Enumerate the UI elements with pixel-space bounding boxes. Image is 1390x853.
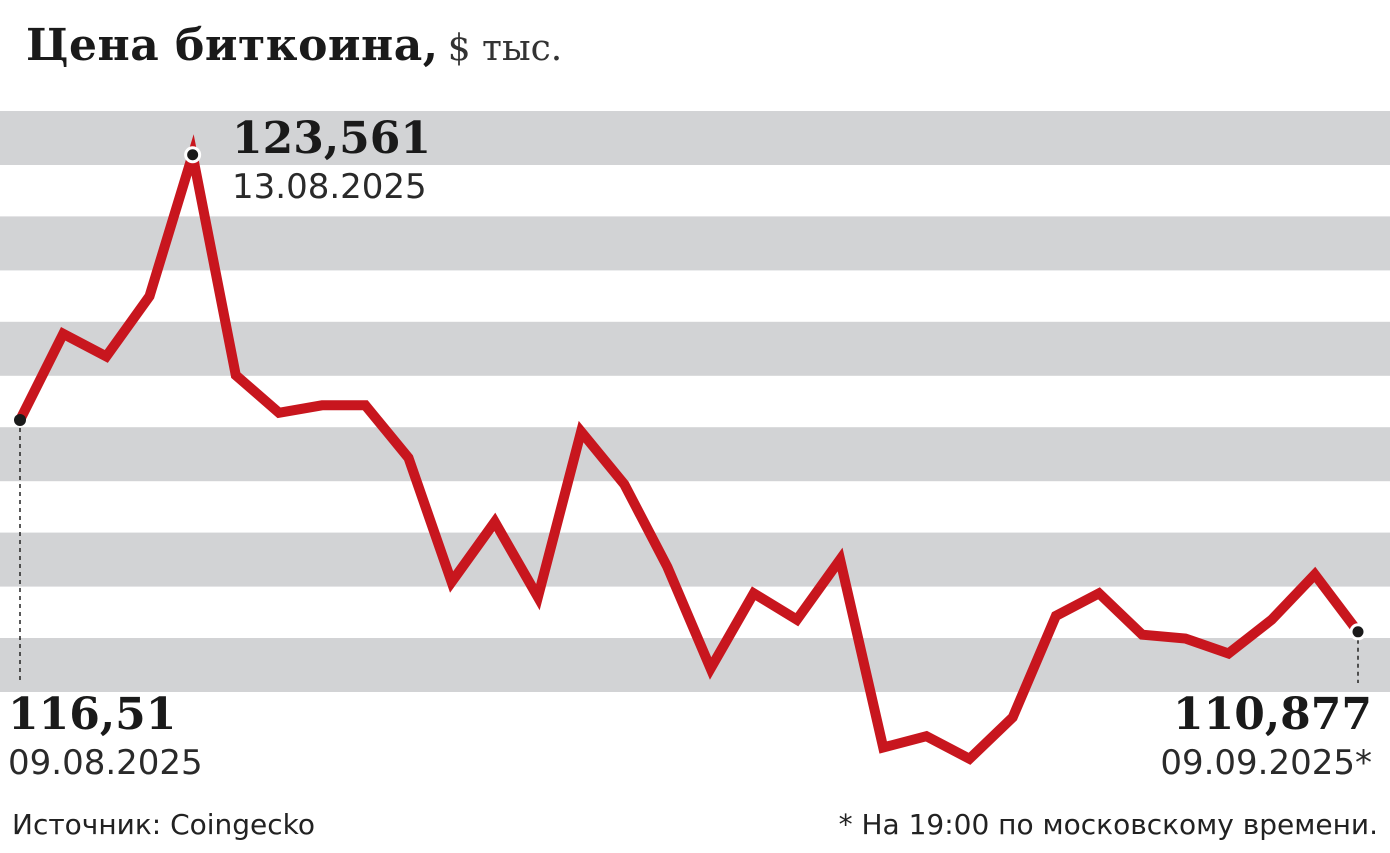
start-annotation: 116,51 09.08.2025 [8, 689, 203, 784]
chart-title: Цена биткоина, [26, 20, 439, 71]
start-value-label: 116,51 [8, 689, 177, 740]
background-band [0, 638, 1390, 692]
start-point-marker [14, 413, 26, 426]
end-value-label: 110,877 [1172, 689, 1372, 740]
end-annotation: 110,877 09.09.2025* [1160, 689, 1372, 784]
background-band [0, 321, 1390, 376]
price-series-line [15, 134, 1363, 765]
peak-annotation: 123,561 13.08.2025 [232, 113, 432, 208]
peak-value-label: 123,561 [232, 113, 432, 164]
end-point-marker [1349, 623, 1367, 641]
start-date-label: 09.08.2025 [8, 743, 203, 783]
peak-date-label: 13.08.2025 [232, 167, 427, 207]
background-band [0, 427, 1390, 482]
time-footnote: * На 19:00 по московскому времени. [838, 808, 1378, 841]
chart-header: Цена биткоина, $ тыс. [26, 20, 562, 71]
end-date-label: 09.09.2025* [1160, 743, 1372, 783]
source-note: Источник: Coingecko [12, 808, 316, 841]
chart-unit: $ тыс. [447, 28, 563, 69]
background-band [0, 216, 1390, 271]
background-band [0, 111, 1390, 165]
background-band [0, 532, 1390, 587]
peak-point-marker [184, 146, 202, 164]
